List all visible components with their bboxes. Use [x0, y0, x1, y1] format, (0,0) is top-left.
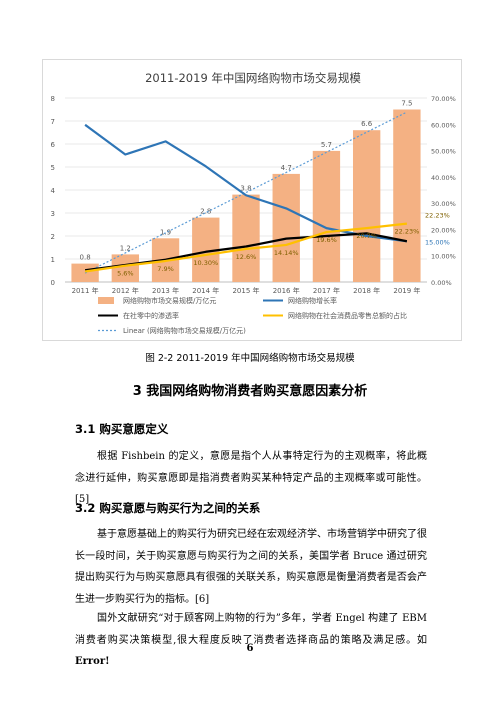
paragraph-3-2-b-text: 国外文献研究“对于顾客网上购物的行为”多年，学者 Engel 构建了 EBM 消…: [75, 613, 427, 646]
legend-label: Linear (网络购物市场交易规模/万亿元): [123, 326, 246, 335]
y2-tick-label: 50.00%: [431, 148, 456, 156]
y-tick-label: 4: [51, 187, 56, 195]
bar: [352, 130, 381, 282]
legend-label: 网络购物增长率: [288, 296, 337, 305]
line-data-label: 19.6%: [316, 236, 337, 244]
chart-frame: 2011-2019 年中国网络购物市场交易规模 0 1 2 3 4 5 6 7 8 0.00% 10.…: [42, 59, 462, 341]
y-tick-label: 2: [51, 233, 55, 241]
y-tick-label: 1: [51, 256, 55, 264]
paragraph-3-2-a: 基于意愿基础上的购买行为研究已经在宏观经济学、市场营销学中研究了很长一段时间，关…: [75, 529, 427, 605]
bar-data-label: 4.7: [281, 164, 292, 172]
paragraph-3-1: 根据 Fishbein 的定义，意愿是指个人从事特定行为的主观概率，将此概念进行…: [75, 451, 427, 505]
bar-data-label: 7.5: [401, 100, 412, 108]
line-end-label: 22.23%: [425, 212, 450, 220]
bar: [111, 254, 140, 282]
paragraph-3-2-b: 国外文献研究“对于顾客网上购物的行为”多年，学者 Engel 构建了 EBM 消…: [75, 608, 427, 673]
market-size-chart: 2011-2019 年中国网络购物市场交易规模 0 1 2 3 4 5 6 7 8 0.00% 10.…: [51, 71, 456, 335]
bar-data-label: 3.8: [240, 185, 251, 193]
x-tick-label: 2011 年: [72, 286, 99, 295]
bar-data-label: 0.8: [80, 254, 91, 262]
subsection-heading-3-1: 3.1 购买意愿定义: [75, 422, 169, 436]
bar-data-label: 2.8: [200, 208, 211, 216]
line-end-label: 15.00%: [425, 238, 450, 246]
line-data-label: 12.6%: [236, 253, 257, 261]
legend-label: 网络购物市场交易规模/万亿元: [123, 296, 216, 305]
line-data-label: 5.6%: [117, 270, 134, 278]
bar: [393, 109, 421, 282]
legend-label: 网络购物在社会消费品零售总额的占比: [288, 311, 407, 320]
bar: [272, 173, 300, 282]
line-data-label: 20.7%: [356, 232, 377, 240]
x-tick-label: 2018 年: [353, 286, 380, 295]
figure-caption: 图 2-2 2011-2019 年中国网络购物市场交易规模: [145, 353, 355, 364]
legend-label: 在社零中的渗透率: [123, 311, 179, 320]
retail-share-line: [84, 222, 408, 273]
bar-data-label: 6.6: [361, 120, 373, 128]
line-data-label: 7.9%: [157, 265, 174, 273]
y2-tick-label: 40.00%: [431, 174, 456, 182]
x-tick-label: 2017 年: [313, 286, 340, 295]
y-tick-label: 8: [51, 95, 55, 103]
x-tick-label: 2016 年: [273, 286, 300, 295]
error-text: Error!: [75, 656, 110, 667]
x-tick-label: 2019 年: [393, 286, 420, 295]
y2-tick-label: 10.00%: [431, 253, 456, 261]
bar-data-label: 1.9: [160, 228, 171, 236]
y2-tick-label: 0.00%: [431, 279, 452, 287]
y2-tick-label: 60.00%: [431, 121, 456, 129]
bar-data-label: 5.7: [321, 141, 332, 149]
x-tick-label: 2012 年: [112, 286, 139, 295]
y-tick-label: 0: [51, 279, 55, 287]
y2-tick-label: 30.00%: [431, 200, 456, 208]
line-data-label: 22.23%: [394, 228, 419, 236]
chart-title: 2011-2019 年中国网络购物市场交易规模: [145, 71, 361, 85]
page-number: 6: [246, 643, 254, 654]
x-tick-label: 2014 年: [192, 286, 219, 295]
line-data-label: 10.30%: [193, 259, 218, 267]
line-data-label: 14.14%: [274, 249, 299, 257]
y-tick-label: 5: [51, 164, 55, 172]
bar-data-label: 1.2: [120, 244, 131, 252]
legend-swatch: [98, 297, 114, 304]
y2-tick-label: 70.00%: [431, 95, 456, 103]
x-tick-label: 2013 年: [152, 286, 179, 295]
bar: [312, 150, 341, 282]
y-tick-label: 3: [51, 210, 55, 218]
y-tick-label: 7: [51, 118, 55, 126]
subsection-heading-3-2: 3.2 购买意愿与购买行为之间的关系: [75, 501, 261, 515]
y2-tick-label: 20.00%: [431, 226, 456, 234]
section-heading: 3 我国网络购物消费者购买意愿因素分析: [132, 384, 368, 399]
y-tick-label: 6: [51, 141, 56, 149]
x-tick-label: 2015 年: [232, 286, 259, 295]
bar: [232, 194, 260, 282]
